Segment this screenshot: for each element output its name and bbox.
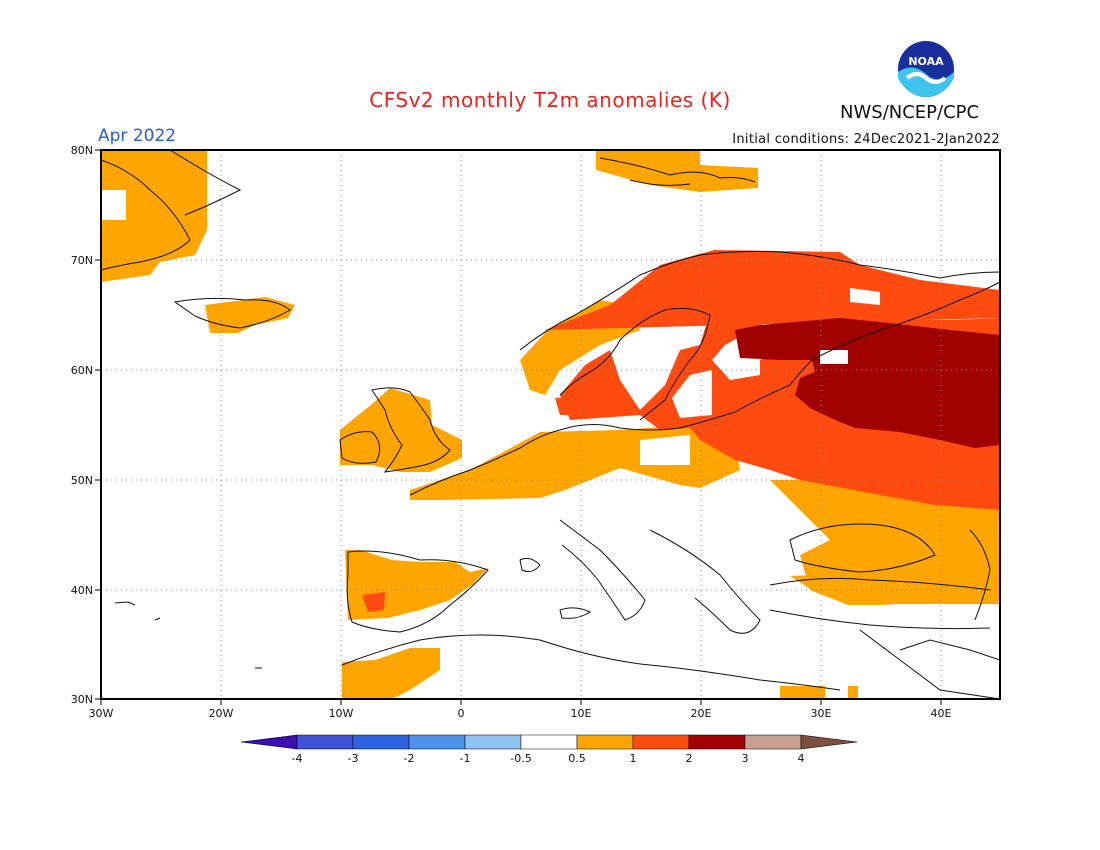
colorbar-segment bbox=[744, 734, 802, 750]
lat-label: 60N bbox=[71, 364, 93, 377]
agency-label: NWS/NCEP/CPC bbox=[840, 102, 980, 123]
colorbar-segment bbox=[520, 734, 578, 750]
anomaly-red-regions bbox=[362, 250, 1000, 612]
lon-label: 10W bbox=[329, 707, 354, 720]
lat-label: 30N bbox=[71, 693, 93, 706]
colorbar-label: -3 bbox=[348, 752, 359, 765]
anomaly-darkred-region bbox=[735, 318, 1000, 448]
colorbar-segment bbox=[632, 734, 690, 750]
lon-label: 20W bbox=[209, 707, 234, 720]
lon-label: 30E bbox=[811, 707, 832, 720]
colorbar-arrow-high bbox=[800, 734, 858, 750]
colorbar: -4 -3 -2 -1 -0.5 0.5 1 2 3 4 bbox=[240, 734, 858, 765]
colorbar-segment bbox=[464, 734, 522, 750]
colorbar-label: 4 bbox=[798, 752, 805, 765]
noaa-logo: NOAA bbox=[896, 39, 956, 99]
colorbar-label: 0.5 bbox=[568, 752, 586, 765]
colorbar-label: -4 bbox=[292, 752, 303, 765]
lon-label: 20E bbox=[691, 707, 712, 720]
colorbar-segment bbox=[296, 734, 354, 750]
colorbar-segment bbox=[688, 734, 746, 750]
lon-label: 40E bbox=[931, 707, 952, 720]
map-ticks bbox=[95, 149, 942, 705]
longitude-labels: 30W 20W 10W 0 10E 20E 30E 40E bbox=[89, 707, 952, 720]
lon-label: 10E bbox=[571, 707, 592, 720]
colorbar-arrow-low bbox=[240, 734, 298, 750]
colorbar-label: -0.5 bbox=[510, 752, 531, 765]
lat-label: 80N bbox=[71, 144, 93, 157]
lon-label: 0 bbox=[458, 707, 465, 720]
lat-label: 70N bbox=[71, 254, 93, 267]
latitude-labels: 80N 70N 60N 50N 40N 30N bbox=[71, 144, 93, 706]
lon-label: 30W bbox=[89, 707, 114, 720]
forecast-month: Apr 2022 bbox=[98, 126, 177, 146]
colorbar-segment bbox=[352, 734, 410, 750]
map-title: CFSv2 monthly T2m anomalies (K) bbox=[369, 88, 731, 112]
colorbar-label: 2 bbox=[686, 752, 693, 765]
noaa-logo-text: NOAA bbox=[908, 55, 944, 68]
lat-label: 50N bbox=[71, 474, 93, 487]
colorbar-label: 3 bbox=[742, 752, 749, 765]
colorbar-segment bbox=[576, 734, 634, 750]
colorbar-label: -2 bbox=[404, 752, 415, 765]
map-frame bbox=[100, 149, 1001, 700]
colorbar-segment bbox=[408, 734, 466, 750]
colorbar-label: 1 bbox=[630, 752, 637, 765]
anomaly-holes bbox=[101, 190, 880, 465]
lat-label: 40N bbox=[71, 584, 93, 597]
initial-conditions: Initial conditions: 24Dec2021-2Jan2022 bbox=[732, 132, 1000, 147]
colorbar-label: -1 bbox=[460, 752, 471, 765]
coastlines bbox=[101, 150, 1000, 699]
